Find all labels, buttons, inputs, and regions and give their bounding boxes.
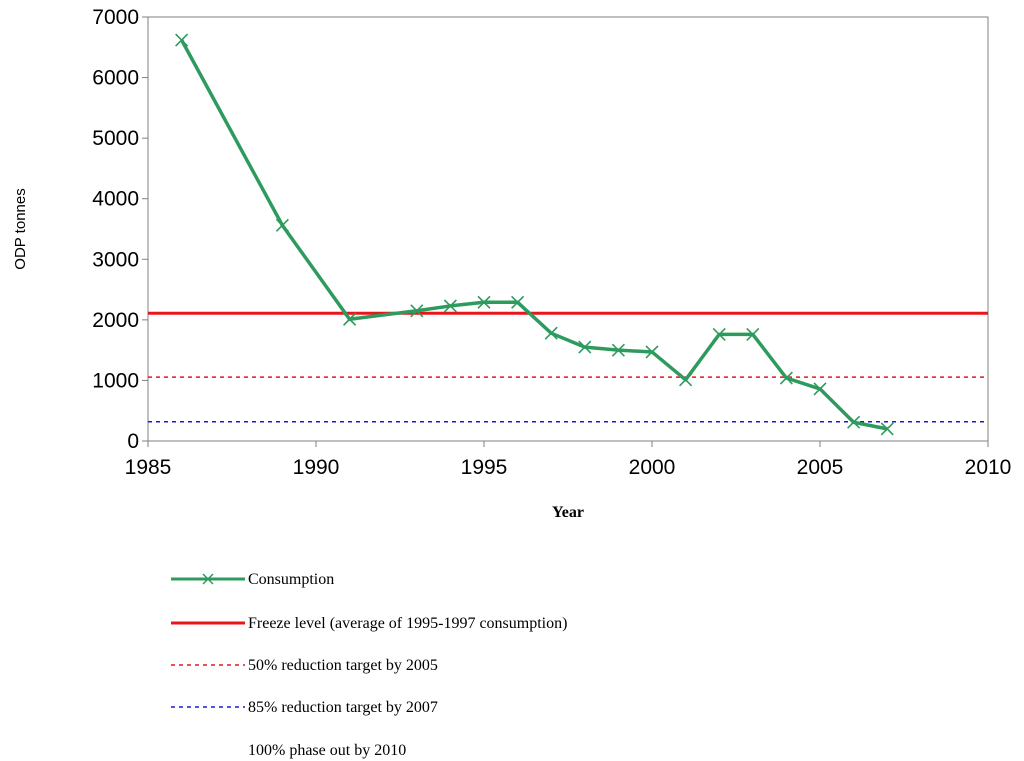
consumption-point — [847, 415, 861, 429]
series-layer — [175, 33, 894, 436]
x-tick-label: 2010 — [965, 456, 1012, 479]
y-tick-label: 1000 — [92, 369, 139, 392]
consumption-point — [511, 295, 525, 309]
consumption-point — [343, 312, 357, 326]
legend-item-5: 100% phase out by 2010 — [248, 742, 406, 759]
legend-label: Freeze level (average of 1995-1997 consu… — [248, 615, 567, 632]
y-tick-label: 7000 — [92, 6, 139, 29]
consumption-point — [410, 304, 424, 318]
y-tick-label: 6000 — [92, 67, 139, 90]
consumption-line — [180, 39, 888, 431]
legend: Consumption Freeze level (average of 1995… — [171, 571, 567, 759]
x-tick-label: 1990 — [293, 456, 340, 479]
legend-item-2: Freeze level (average of 1995-1997 consu… — [171, 615, 567, 632]
legend-label: 85% reduction target by 2007 — [248, 699, 438, 716]
consumption-point — [443, 299, 457, 313]
legend-label: 100% phase out by 2010 — [248, 742, 406, 759]
x-tick-label: 1995 — [461, 456, 508, 479]
consumption-point — [679, 373, 693, 387]
x-tick-label: 2000 — [629, 456, 676, 479]
legend-item-4: 85% reduction target by 2007 — [171, 699, 438, 716]
x-axis-title: Year — [552, 504, 584, 521]
consumption-point — [611, 343, 625, 357]
consumption-point — [813, 382, 827, 396]
consumption-point — [275, 218, 289, 232]
plot-area — [147, 16, 989, 442]
legend-item-1: Consumption — [171, 571, 334, 588]
legend-label: Consumption — [248, 571, 334, 588]
axes: 0 1000 2000 3000 4000 5000 6000 7000 1985 1990 199… — [92, 6, 1011, 479]
consumption-point — [477, 295, 491, 309]
consumption-point — [175, 33, 189, 47]
y-tick-label: 2000 — [92, 309, 139, 332]
reference-lines — [148, 311, 988, 423]
legend-label: 50% reduction target by 2005 — [248, 657, 438, 674]
consumption-point — [880, 422, 894, 436]
x-tick-label: 2005 — [797, 456, 844, 479]
consumption-point — [544, 326, 558, 340]
consumption-point — [645, 345, 659, 359]
y-tick-label: 4000 — [92, 188, 139, 211]
y-tick-label: 5000 — [92, 127, 139, 150]
consumption-point — [779, 371, 793, 385]
legend-item-3: 50% reduction target by 2005 — [171, 657, 438, 674]
y-tick-label: 3000 — [92, 248, 139, 271]
y-tick-label: 0 — [127, 430, 139, 453]
legend-marker — [202, 573, 214, 585]
consumption-point — [712, 327, 726, 341]
consumption-point — [578, 340, 592, 354]
consumption-point — [746, 327, 760, 341]
y-axis-title: ODP tonnes — [12, 188, 29, 269]
x-tick-label: 1985 — [125, 456, 172, 479]
